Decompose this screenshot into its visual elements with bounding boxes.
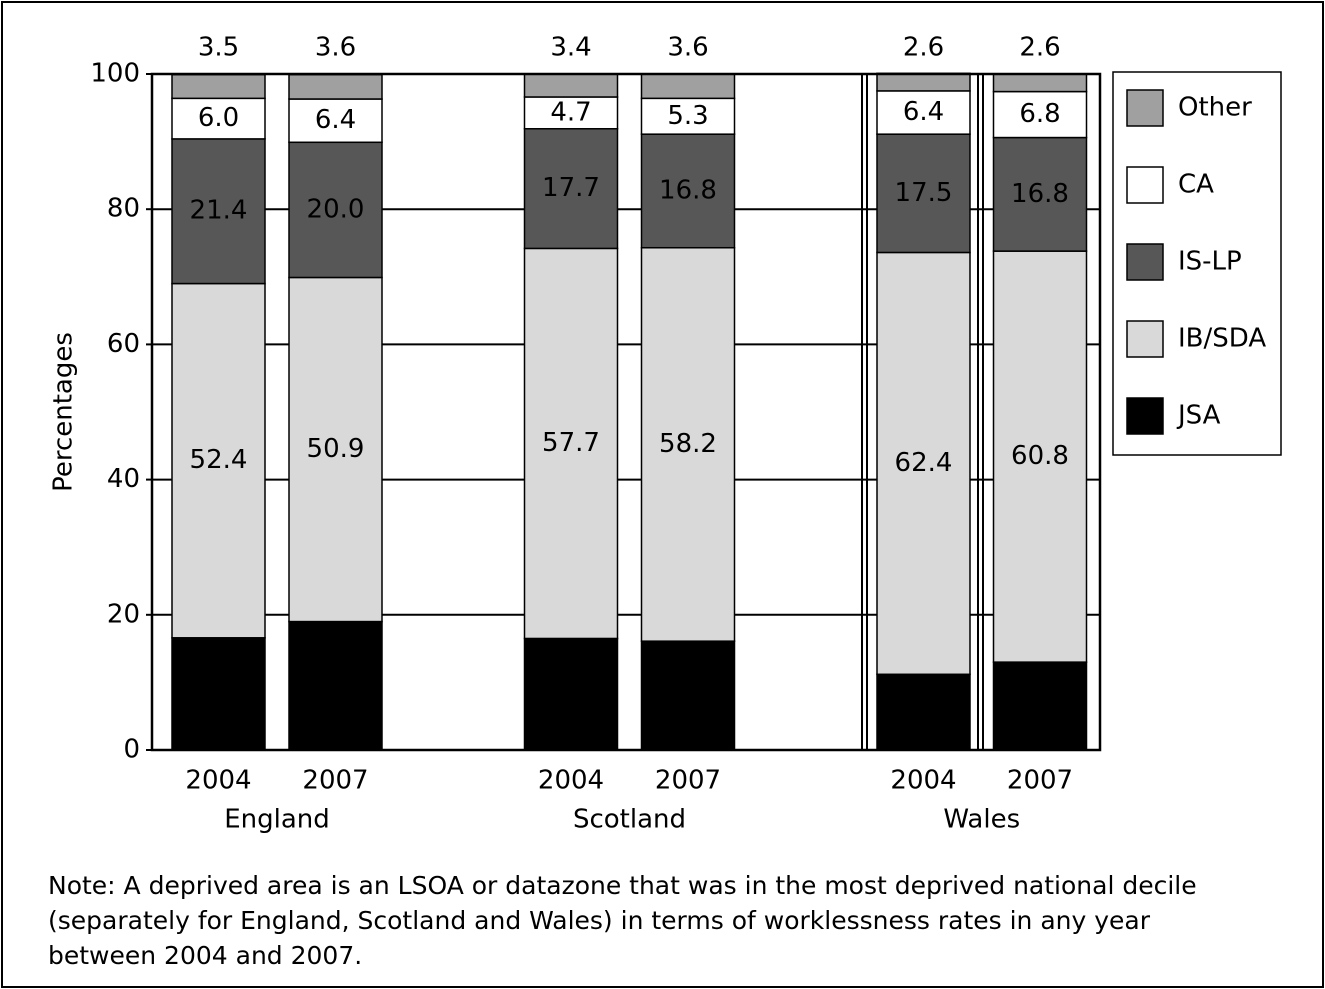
- legend-swatch: [1126, 89, 1164, 127]
- bar-segment: [171, 97, 266, 140]
- value-label: 6.4: [315, 105, 356, 135]
- x-tick-label: 2007: [655, 766, 721, 796]
- legend-swatch: [1126, 320, 1164, 358]
- value-label: 16.5: [542, 679, 600, 709]
- bar-segment: [992, 136, 1088, 252]
- y-tick-label: 60: [107, 329, 140, 359]
- bar-segment: [876, 673, 971, 751]
- value-label: 4.7: [550, 97, 591, 127]
- value-label: 16.1: [659, 680, 717, 710]
- value-label: 2.6: [1019, 33, 1060, 63]
- bar-segment: [288, 141, 383, 279]
- value-label: 6.8: [1019, 99, 1060, 129]
- x-tick-label: 2004: [890, 766, 956, 796]
- bar-segment: [171, 73, 266, 100]
- legend-label: CA: [1178, 170, 1214, 200]
- value-label: 16.8: [1011, 179, 1069, 209]
- bar-segment: [640, 73, 736, 100]
- value-label: 16.6: [190, 678, 248, 708]
- y-tick-label: 100: [90, 59, 140, 89]
- y-tick-label: 80: [107, 194, 140, 224]
- value-label: 19.0: [307, 670, 365, 700]
- value-label: 16.8: [659, 175, 717, 205]
- legend-swatch: [1126, 397, 1164, 435]
- x-tick-label: 2004: [185, 766, 251, 796]
- bar-segment: [992, 250, 1088, 663]
- bar-segment: [171, 138, 266, 285]
- value-label: 3.6: [667, 33, 708, 63]
- bar-segment: [876, 133, 971, 254]
- plot-frame: [150, 72, 1102, 752]
- bar-segment: [640, 97, 736, 135]
- value-label: 3.5: [198, 33, 239, 63]
- value-label: 3.4: [550, 33, 591, 63]
- bar-segment: [523, 128, 619, 250]
- bar-segment: [640, 640, 736, 751]
- value-label: 50.9: [307, 434, 365, 464]
- y-tick-label: 20: [107, 599, 140, 629]
- value-label: 6.4: [903, 97, 944, 127]
- group-label: England: [224, 805, 330, 835]
- y-tick-label: 0: [123, 735, 140, 765]
- y-axis-label: Percentages: [49, 332, 79, 492]
- bar-segment: [288, 98, 383, 144]
- legend-swatch: [1126, 166, 1164, 204]
- legend-label: JSA: [1176, 401, 1221, 431]
- x-tick-label: 2007: [1007, 766, 1073, 796]
- value-label: 3.6: [315, 33, 356, 63]
- value-label: 20.0: [307, 194, 365, 224]
- value-label: 17.5: [895, 178, 953, 208]
- value-label: 17.7: [542, 173, 600, 203]
- legend-label: IB/SDA: [1178, 324, 1266, 354]
- group-label: Wales: [943, 805, 1020, 835]
- value-label: 13.0: [1011, 691, 1069, 721]
- bar-segment: [288, 276, 383, 623]
- bar-segment: [523, 96, 619, 130]
- bar-segment: [640, 246, 736, 642]
- value-label: 5.3: [667, 101, 708, 131]
- value-label: 58.2: [659, 429, 717, 459]
- legend-swatch: [1126, 243, 1164, 281]
- value-label: 21.4: [190, 196, 248, 226]
- legend-label: Other: [1178, 93, 1252, 123]
- bar-segment: [992, 90, 1088, 139]
- value-label: 60.8: [1011, 441, 1069, 471]
- note: Note: A deprived area is an LSOA or data…: [48, 871, 1197, 970]
- y-tick-label: 40: [107, 464, 140, 494]
- bar-segment: [992, 73, 1088, 93]
- bar-segment: [876, 72, 971, 92]
- value-label: 11.2: [895, 697, 953, 727]
- value-label: 57.7: [542, 428, 600, 458]
- bar-segment: [876, 90, 971, 135]
- value-label: 2.6: [903, 33, 944, 63]
- value-label: 62.4: [895, 448, 953, 478]
- bar-segment: [992, 661, 1088, 751]
- group-label: Scotland: [573, 805, 686, 835]
- bar-segment: [640, 133, 736, 249]
- bar-segment: [523, 73, 619, 98]
- legend-label: IS-LP: [1178, 247, 1242, 277]
- bar-segment: [171, 282, 266, 639]
- value-label: 6.0: [198, 103, 239, 133]
- value-label: 52.4: [190, 445, 248, 475]
- bar-segment: [288, 73, 383, 100]
- x-tick-label: 2007: [302, 766, 368, 796]
- x-tick-label: 2004: [538, 766, 604, 796]
